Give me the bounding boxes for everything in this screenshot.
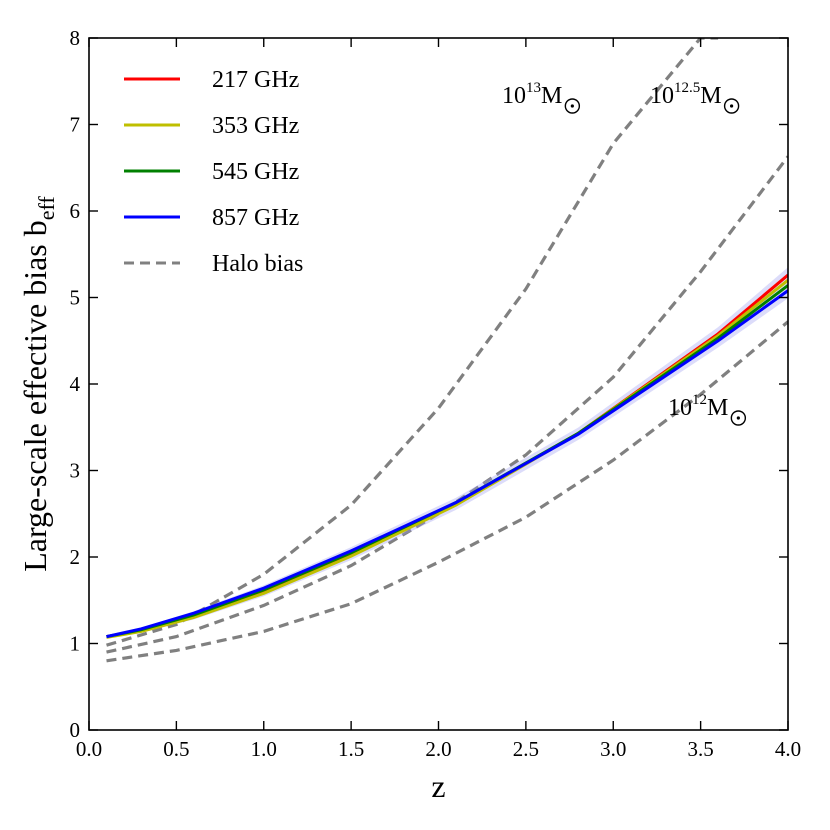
y-tick-label: 2 [70,545,81,569]
halo-curve-12 [106,320,788,663]
sun-symbol-dot [729,104,734,108]
halo-mass-label: 1012.5M [650,80,722,109]
x-tick-label: 2.0 [425,737,451,761]
legend-label: 217 GHz [212,67,299,93]
halo-curve-13 [106,38,719,647]
sun-symbol-dot [736,416,740,420]
sun-symbol-icon [730,410,747,426]
x-tick-label: 2.5 [513,737,539,761]
plot-frame [88,37,789,731]
halo-mass-label: 1012M [668,392,728,421]
halo-mass-label: 1013M [502,80,562,109]
x-tick-label: 3.5 [688,737,714,761]
x-tick-label: 1.0 [251,737,277,761]
y-tick-label: 7 [70,113,81,137]
y-tick-label: 5 [70,286,81,310]
x-tick-label: 1.5 [338,737,364,761]
bias-series [106,267,788,639]
halo-bias-curves [106,38,788,663]
x-tick-label: 0.5 [163,737,189,761]
y-tick-label: 0 [70,718,81,742]
series-line-545-ghz [106,284,788,639]
halo-mass-annotations: 1013M 1012.5M 1012M [502,80,747,426]
sun-symbol-icon [564,98,581,114]
legend-label: Halo bias [212,251,303,277]
y-tick-label: 6 [70,199,81,223]
axis-ticks: 0.0 0.5 1.0 1.5 2.0 2.5 3.0 3.5 4.0 0 1 2 3 4 5 6 7 8 [70,26,802,761]
legend: 217 GHz 353 GHz 545 GHz 857 GHz Halo bias [124,67,303,277]
x-tick-label: 4.0 [775,737,801,761]
x-tick-label: 3.0 [600,737,626,761]
y-axis-label: Large-scale effective bias beff [17,196,59,572]
series-line-353-ghz [106,279,788,639]
legend-label: 353 GHz [212,113,299,139]
x-axis-label: z [431,768,445,804]
series-line-857-ghz [106,289,788,639]
y-tick-label: 8 [70,26,81,50]
y-tick-label: 4 [70,372,81,396]
sun-symbol-dot [570,104,574,108]
x-tick-label: 0.0 [76,737,102,761]
y-tick-label: 1 [70,632,81,656]
legend-label: 857 GHz [212,205,299,231]
legend-label: 545 GHz [212,159,299,185]
y-axis-label-main: Large-scale effective bias b [17,220,53,572]
uncertainty-band [106,267,788,638]
series-line-217-ghz [106,273,788,639]
sun-symbol-icon [723,98,740,114]
y-tick-label: 3 [70,459,81,483]
y-axis-label-subscript: eff [34,196,59,221]
